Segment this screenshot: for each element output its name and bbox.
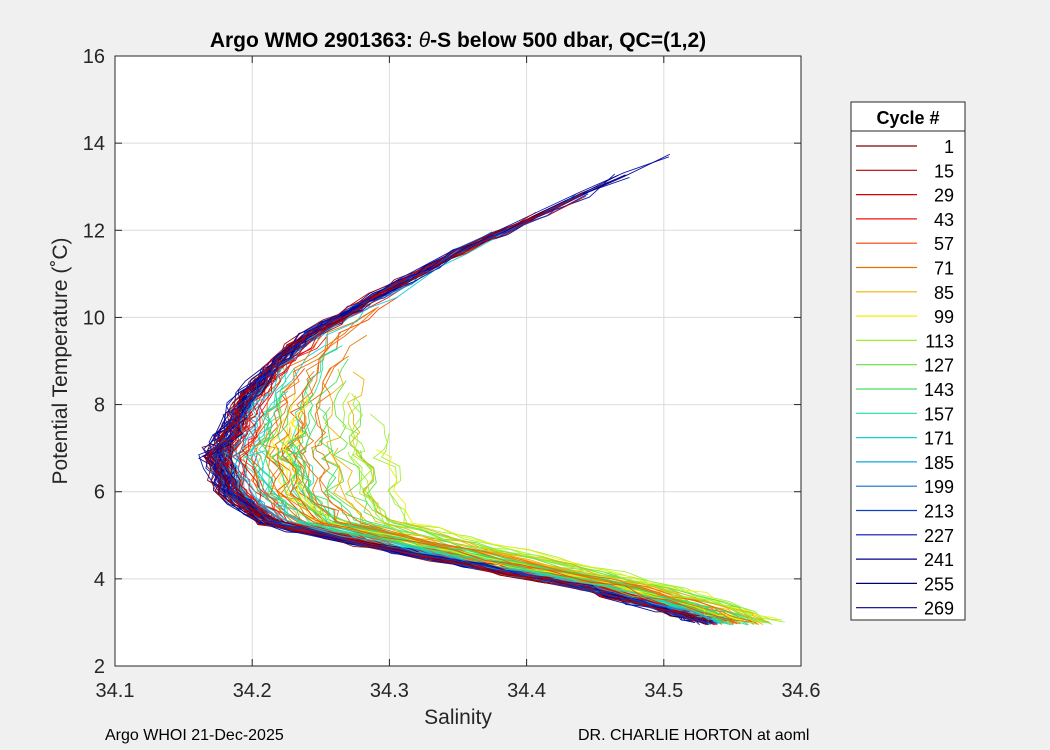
profile-cycle-99 [376, 449, 779, 622]
legend-label-cycle-269: 269 [924, 599, 954, 619]
profile-cycle-71 [314, 334, 758, 624]
x-tick-label: 34.4 [507, 680, 546, 702]
legend-label-cycle-127: 127 [924, 356, 954, 376]
legend-label-cycle-227: 227 [924, 526, 954, 546]
profile-cycle-113 [350, 395, 770, 623]
legend-box [850, 101, 966, 621]
profile-cycle-127 [360, 450, 771, 624]
y-axis-label: Potential Temperature (˚C) [49, 237, 72, 484]
profile-cycle-15 [209, 195, 707, 625]
x-axis-label: Salinity [424, 706, 492, 729]
legend-label-cycle-71: 71 [934, 259, 954, 279]
y-tick-label: 8 [94, 395, 105, 417]
legend-label-cycle-1: 1 [944, 137, 954, 157]
legend-label-cycle-29: 29 [934, 186, 954, 206]
profile-cycle-85 [332, 447, 764, 622]
legend-items: 1 15 29 43 57 71 85 99 113 127 143 157 171 185 199 213 2… [856, 137, 954, 619]
legend: Cycle # 1 15 29 43 57 71 85 99 113 127 143 157 171 18… [850, 101, 966, 621]
x-tick-label: 34.5 [644, 680, 683, 702]
legend-label-cycle-171: 171 [924, 429, 954, 449]
profile-cycle-57 [276, 451, 738, 625]
legend-label-cycle-213: 213 [924, 502, 954, 522]
profile-cycle-57 [281, 447, 734, 621]
profile-cycle-227 [207, 249, 701, 622]
x-tick-label: 34.3 [370, 680, 409, 702]
x-tick-label: 34.6 [782, 680, 821, 702]
profile-cycle-85 [347, 371, 770, 623]
profile-cycle-85 [324, 368, 764, 626]
legend-label-cycle-85: 85 [934, 283, 954, 303]
footer-right: DR. CHARLIE HORTON at aoml [578, 727, 809, 744]
y-tick-label: 14 [83, 133, 105, 155]
legend-label-cycle-113: 113 [925, 331, 954, 351]
profile-cycle-113 [342, 392, 766, 622]
legend-title: Cycle # [876, 108, 939, 128]
x-tick-label: 34.2 [233, 680, 272, 702]
profile-cycle-1 [226, 211, 713, 623]
legend-label-cycle-157: 157 [924, 404, 954, 424]
y-tick-label: 12 [83, 220, 105, 242]
profile-lines [198, 153, 785, 626]
y-tick-label: 4 [94, 569, 105, 591]
legend-label-cycle-241: 241 [924, 550, 954, 570]
legend-label-cycle-199: 199 [924, 477, 954, 497]
axis-ticks: 34.1 34.2 34.3 34.4 34.5 34.6 2 4 6 8 10 12 14 16 [83, 46, 821, 702]
legend-label-cycle-43: 43 [934, 210, 954, 230]
y-tick-label: 2 [94, 656, 105, 678]
y-tick-label: 6 [94, 482, 105, 504]
y-tick-label: 10 [83, 307, 105, 329]
legend-label-cycle-255: 255 [924, 574, 954, 594]
profile-cycle-71 [297, 423, 752, 622]
x-tick-label: 34.1 [96, 680, 135, 702]
profile-cycle-71 [311, 355, 752, 623]
legend-label-cycle-15: 15 [934, 161, 954, 181]
plot-area [115, 56, 801, 666]
legend-label-cycle-99: 99 [934, 307, 954, 327]
legend-label-cycle-185: 185 [924, 453, 954, 473]
legend-label-cycle-143: 143 [924, 380, 954, 400]
axes-box [114, 55, 802, 667]
footer-left: Argo WHOI 21-Dec-2025 [105, 727, 284, 744]
profile-cycle-15 [207, 278, 700, 623]
legend-label-cycle-57: 57 [934, 234, 954, 254]
profile-cycle-227 [212, 234, 700, 626]
chart-title: Argo WMO 2901363: θ-S below 500 dbar, QC… [210, 29, 706, 52]
y-tick-label: 16 [83, 46, 105, 68]
profile-cycle-143 [318, 435, 754, 626]
